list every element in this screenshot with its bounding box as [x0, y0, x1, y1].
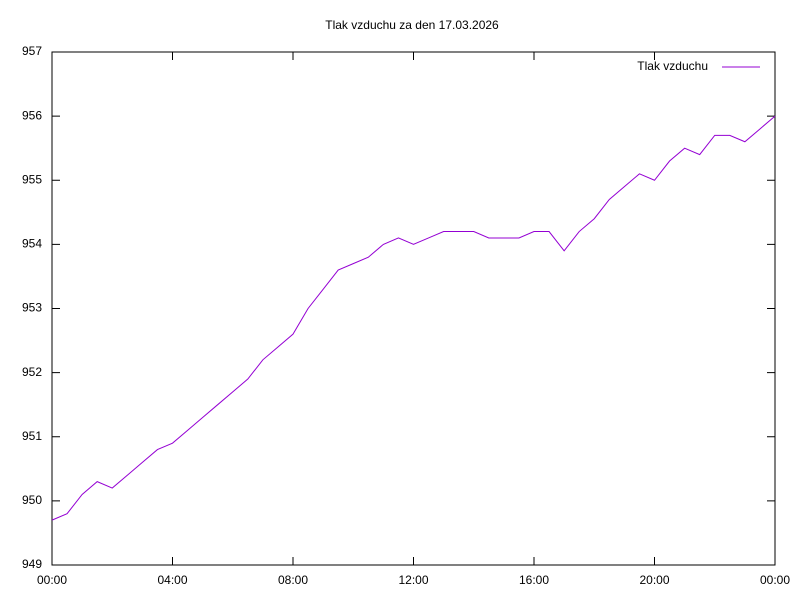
y-tick-label: 955 — [22, 172, 42, 186]
data-line — [51, 115, 776, 521]
x-tick-label: 12:00 — [398, 573, 428, 587]
y-tick-label: 952 — [22, 365, 42, 379]
x-tick-label: 00:00 — [37, 573, 67, 587]
y-tick-label: 950 — [22, 493, 42, 507]
chart-title: Tlak vzduchu za den 17.03.2026 — [325, 18, 499, 32]
x-tick-label: 20:00 — [639, 573, 669, 587]
x-tick-label: 08:00 — [278, 573, 308, 587]
y-tick-label: 957 — [22, 44, 42, 58]
x-tick-label: 00:00 — [760, 573, 790, 587]
plot-border — [51, 51, 776, 566]
y-tick-label: 951 — [22, 429, 42, 443]
y-tick-label: 954 — [22, 237, 42, 251]
x-tick-label: 04:00 — [157, 573, 187, 587]
legend-label: Tlak vzduchu — [637, 59, 708, 73]
x-tick-label: 16:00 — [519, 573, 549, 587]
y-tick-label: 953 — [22, 301, 42, 315]
y-tick-label: 949 — [22, 557, 42, 571]
y-tick-label: 956 — [22, 108, 42, 122]
